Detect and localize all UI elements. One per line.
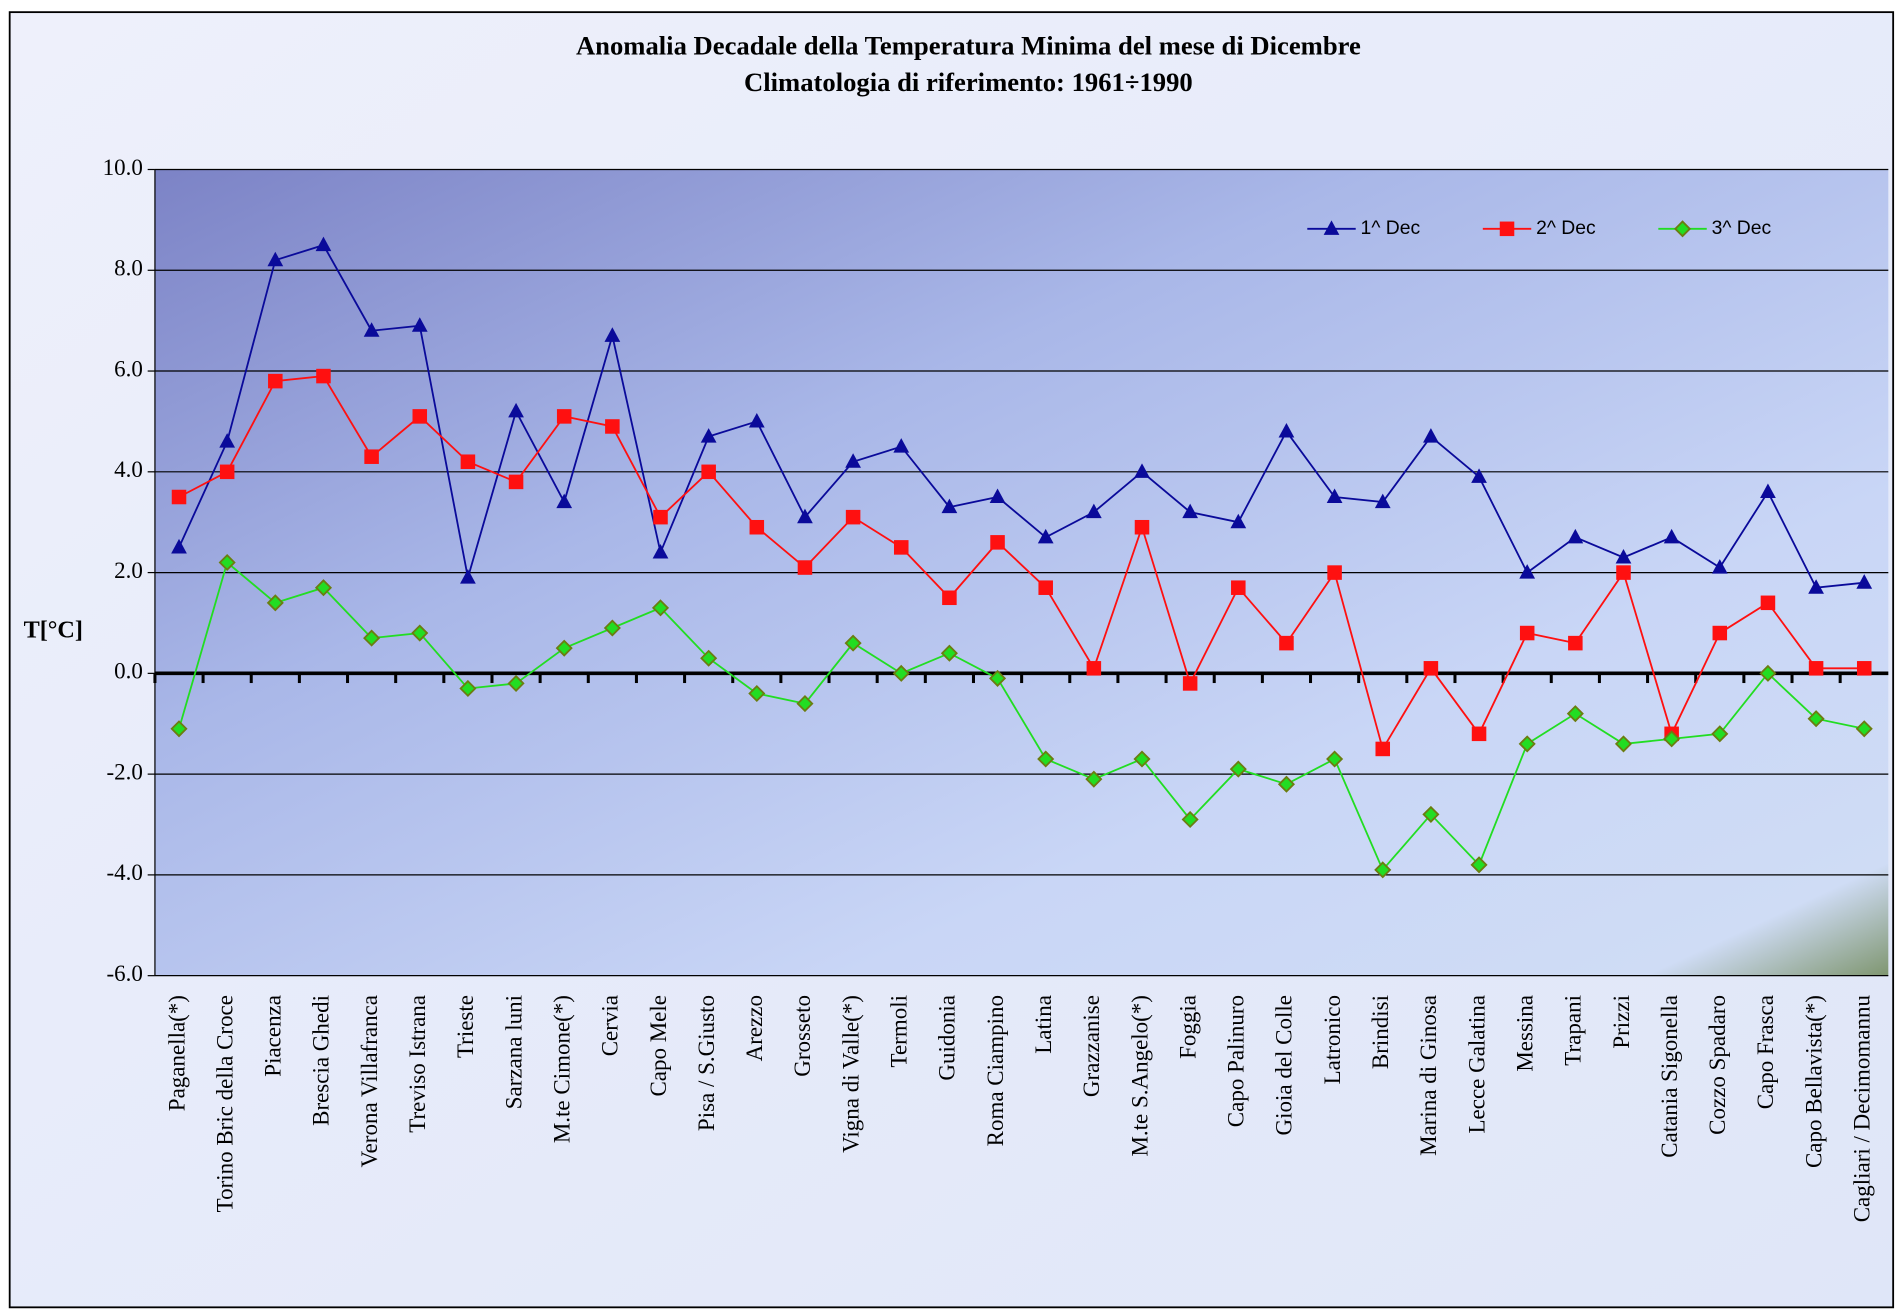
y-tick-label: 4.0 [114,457,143,482]
x-tick-label: Marina di Ginosa [1416,995,1441,1156]
data-point [798,560,813,575]
x-tick-label: Roma Ciampino [983,995,1008,1146]
x-tick-label: M.te Cimone(*) [549,995,574,1143]
data-point [990,535,1005,550]
data-point [1231,580,1246,595]
data-point [1375,742,1390,757]
data-point [220,465,235,480]
x-tick-label: Cagliari / Decimomannu [1850,995,1875,1223]
chart-subtitle: Climatologia di riferimento: 1961÷1990 [744,67,1193,97]
data-point [316,369,331,384]
x-tick-label: Prizzi [1609,995,1634,1049]
data-point [605,419,620,434]
data-point [172,490,187,505]
x-tick-label: Vigna di Valle(*) [838,995,863,1153]
chart: Anomalia Decadale della Temperatura Mini… [0,0,1898,1311]
data-point [894,540,909,555]
x-tick-label: Lecce Galatina [1464,995,1489,1133]
x-tick-label: Verona Villafranca [357,995,382,1167]
data-point [1761,596,1776,611]
y-axis-title: T[°C] [24,616,83,643]
y-tick-label: 8.0 [114,256,143,281]
data-point [412,409,427,424]
x-tick-label: Trieste [453,995,478,1058]
data-point [509,475,524,490]
x-tick-label: Latronico [1320,995,1345,1084]
legend-label: 3^ Dec [1712,217,1772,239]
data-point [942,591,957,606]
y-tick-label: 10.0 [103,155,143,180]
data-point [846,510,861,525]
x-tick-label: Latina [1031,995,1056,1054]
data-point [750,520,765,535]
data-point [557,409,572,424]
x-tick-label: Foggia [1175,995,1200,1059]
data-point [1857,661,1872,676]
x-tick-label: Torino Bric della Croce [212,995,237,1212]
x-tick-label: Trapani [1561,995,1586,1066]
data-point [461,454,476,469]
x-tick-label: Termoli [887,995,912,1067]
x-tick-label: Arezzo [742,995,767,1061]
data-point [268,374,283,389]
data-point [1472,727,1487,742]
y-tick-label: 0.0 [114,659,143,684]
data-point [1809,661,1824,676]
chart-title: Anomalia Decadale della Temperatura Mini… [576,31,1361,61]
data-point [1279,636,1294,651]
x-tick-label: Capo Bellavista(*) [1801,995,1826,1168]
data-point [1520,626,1535,641]
x-tick-label: Paganella(*) [164,995,189,1111]
data-point [1087,661,1102,676]
y-tick-label: 6.0 [114,356,143,381]
x-tick-label: Grosseto [790,995,815,1077]
y-tick-label: -4.0 [106,860,142,885]
x-tick-label: Sarzana luni [501,995,526,1109]
x-tick-label: Brescia Ghedi [309,995,334,1126]
data-point [1327,565,1342,580]
data-point [1616,565,1631,580]
x-tick-label: Guidonia [935,995,960,1081]
y-tick-label: 2.0 [114,558,143,583]
x-tick-label: Capo Palinuro [1224,995,1249,1127]
legend-label: 2^ Dec [1536,217,1596,239]
data-point [653,510,668,525]
x-tick-label: Cozzo Spadaro [1705,995,1730,1135]
legend-label: 1^ Dec [1361,217,1421,239]
data-point [1713,626,1728,641]
x-tick-label: Treviso Istrana [405,995,430,1133]
data-point [364,449,379,464]
x-tick-label: Catania Sigonella [1657,995,1682,1158]
x-tick-label: Capo Frasca [1753,995,1778,1109]
data-point [1038,580,1053,595]
y-tick-label: -2.0 [106,759,142,784]
x-tick-label: Cervia [598,995,623,1056]
x-tick-label: Grazzanise [1079,995,1104,1097]
x-tick-label: Messina [1512,995,1537,1072]
x-tick-label: Capo Mele [646,995,671,1097]
x-tick-label: Pisa / S.Giusto [694,995,719,1131]
x-tick-label: Gioia del Colle [1272,995,1297,1135]
x-tick-label: Brindisi [1368,995,1393,1069]
x-tick-label: M.te S.Angelo(*) [1127,995,1152,1157]
data-point [1500,222,1515,237]
data-point [1135,520,1150,535]
y-tick-label: -6.0 [106,961,142,986]
data-point [1568,636,1583,651]
data-point [701,465,716,480]
data-point [1183,676,1198,691]
data-point [1424,661,1439,676]
x-tick-label: Piacenza [261,995,286,1077]
